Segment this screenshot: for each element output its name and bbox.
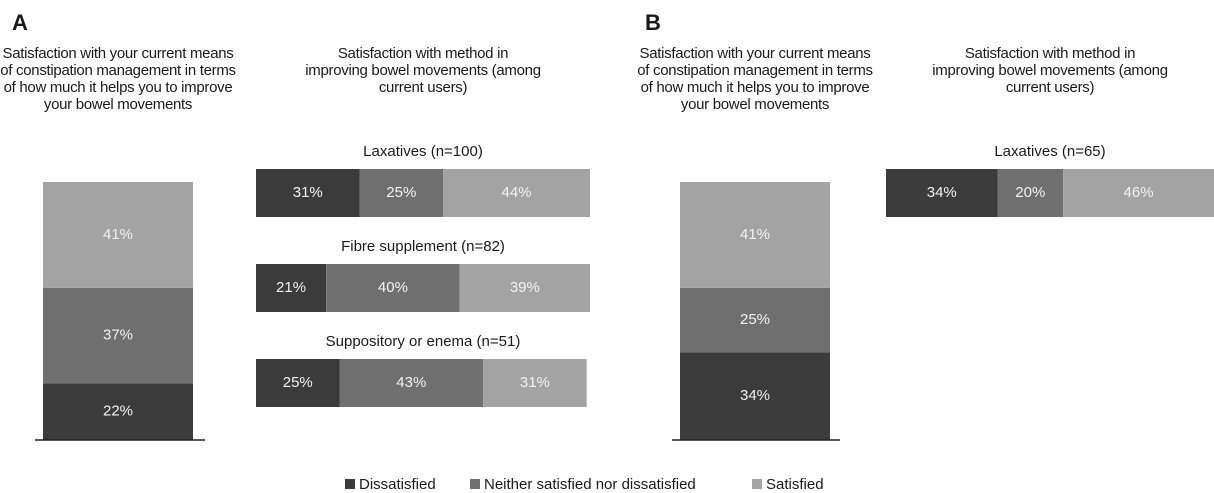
bar-segment xyxy=(459,264,590,312)
data-label: 31% xyxy=(520,374,550,391)
chart-title: Satisfaction with your current means of … xyxy=(0,45,236,113)
data-label: 22% xyxy=(103,403,133,420)
bar-segment xyxy=(256,264,327,312)
bar-segment xyxy=(256,169,360,217)
data-label: 20% xyxy=(1015,184,1045,201)
data-label: 46% xyxy=(1124,184,1154,201)
category-label: Suppository or enema (n=51) xyxy=(326,333,521,350)
bar-segment xyxy=(43,287,193,384)
category-label: Fibre supplement (n=82) xyxy=(341,238,505,255)
bar-segment xyxy=(483,359,587,407)
bar-segment xyxy=(43,182,193,288)
data-label: 39% xyxy=(510,279,540,296)
bar-segment xyxy=(997,169,1064,217)
chart-title: Satisfaction with your current means of … xyxy=(637,45,873,113)
chart-title: Satisfaction with method in improving bo… xyxy=(305,45,541,96)
data-label: 25% xyxy=(283,374,313,391)
legend-label: Dissatisfied xyxy=(359,476,436,493)
bar-segment xyxy=(43,383,193,440)
bar-segment xyxy=(256,359,340,407)
data-label: 31% xyxy=(293,184,323,201)
bar-segment xyxy=(326,264,460,312)
legend-swatch xyxy=(752,479,762,489)
legend-swatch xyxy=(345,479,355,489)
legend-label: Satisfied xyxy=(766,476,824,493)
data-label: 34% xyxy=(740,387,770,404)
data-label: 41% xyxy=(740,226,770,243)
panel-label: A xyxy=(12,10,28,35)
bar-segment xyxy=(680,352,830,440)
bar-segment xyxy=(339,359,484,407)
bar-segment xyxy=(680,182,830,288)
data-label: 40% xyxy=(378,279,408,296)
bar-segment xyxy=(443,169,590,217)
data-label: 37% xyxy=(103,326,133,343)
category-label: Laxatives (n=65) xyxy=(994,143,1105,160)
data-label: 44% xyxy=(502,184,532,201)
chart-title: Satisfaction with method in improving bo… xyxy=(932,45,1168,96)
bar-segment xyxy=(1063,169,1214,217)
bar-segment xyxy=(886,169,998,217)
legend-label: Neither satisfied nor dissatisfied xyxy=(484,476,696,493)
bar-segment xyxy=(680,287,830,353)
data-label: 25% xyxy=(386,184,416,201)
legend-swatch xyxy=(470,479,480,489)
category-label: Laxatives (n=100) xyxy=(363,143,483,160)
data-label: 25% xyxy=(740,311,770,328)
data-label: 43% xyxy=(396,374,426,391)
bar-segment xyxy=(359,169,444,217)
data-label: 41% xyxy=(103,226,133,243)
data-label: 21% xyxy=(276,279,306,296)
data-label: 34% xyxy=(927,184,957,201)
panel-label: B xyxy=(645,10,661,35)
